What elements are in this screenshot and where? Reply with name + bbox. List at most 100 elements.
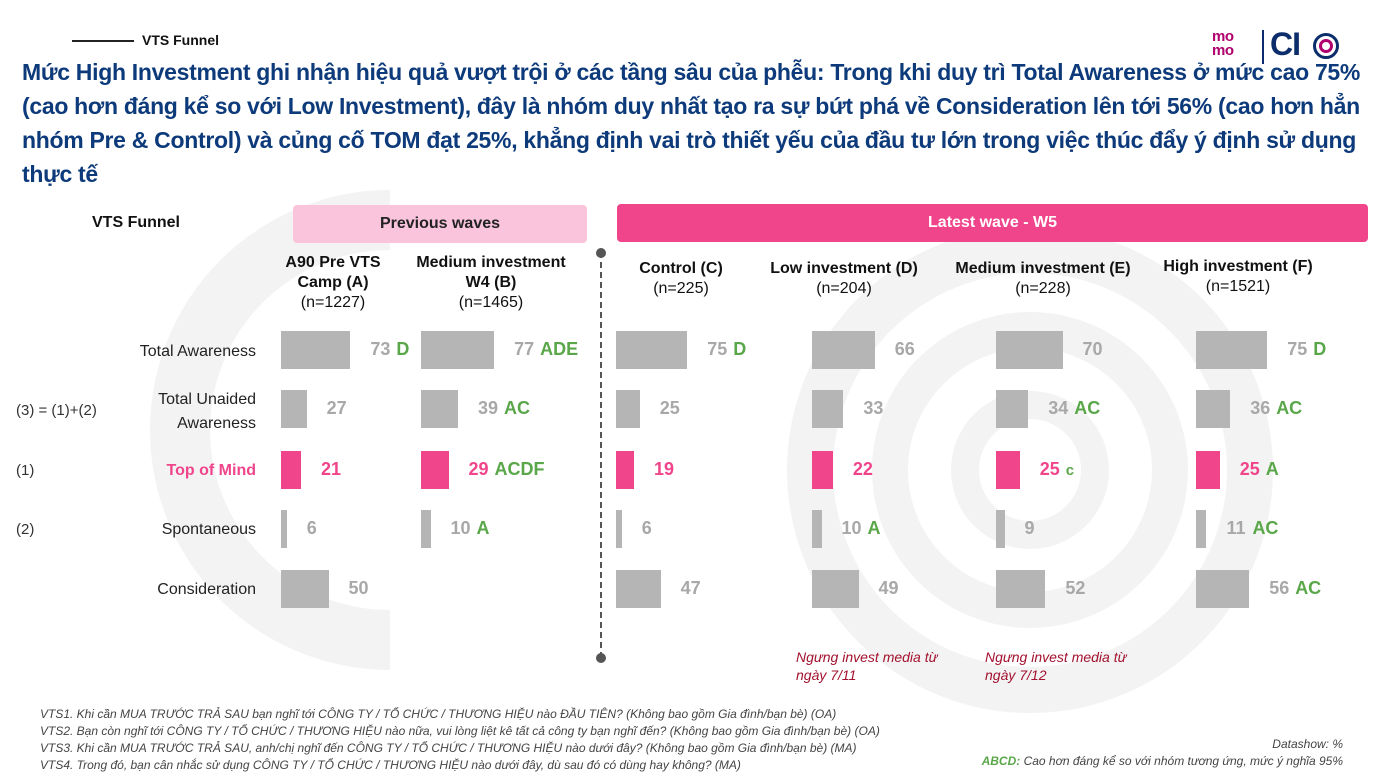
value-label-total-awareness-e: 70	[1082, 339, 1103, 359]
sig-label-consideration-f: AC	[1295, 578, 1322, 598]
sig-label-spontaneous-b: A	[476, 518, 490, 538]
sig-label-top-of-mind-b: ACDF	[494, 459, 545, 479]
row-label-top-of-mind: Top of Mind	[166, 462, 256, 479]
formula-spontaneous: (2)	[16, 521, 35, 538]
bar-total-awareness-b	[421, 331, 495, 369]
bar-spontaneous-f	[1196, 510, 1207, 548]
bar-top-of-mind-b	[421, 451, 449, 489]
bar-total-unaided-awareness-b	[421, 390, 459, 428]
bar-spontaneous-a	[281, 510, 287, 548]
value-label-top-of-mind-e: 25	[1039, 459, 1060, 479]
bar-total-awareness-f	[1196, 331, 1268, 369]
bar-total-unaided-awareness-a	[281, 390, 307, 428]
value-label-total-awareness-f: 75	[1287, 339, 1308, 359]
value-label-top-of-mind-b: 29	[468, 459, 489, 479]
column-header-f: High investment (F) (n=1521)	[1163, 258, 1313, 295]
footnote-vts2: VTS2. Bạn còn nghĩ tới CÔNG TY / TỔ CHỨC…	[40, 724, 880, 738]
bar-top-of-mind-d	[812, 451, 833, 489]
value-label-top-of-mind-f: 25	[1239, 459, 1260, 479]
bar-spontaneous-e	[996, 510, 1005, 548]
sig-label-top-of-mind-e: c	[1065, 462, 1075, 479]
sig-label-total-unaided-awareness-e: AC	[1074, 398, 1101, 418]
column-header-a: A90 Pre VTS Camp (A) (n=1227)	[285, 254, 381, 311]
headline: Mức High Investment ghi nhận hiệu quả vư…	[22, 59, 1361, 187]
row-label-consideration: Consideration	[157, 581, 256, 598]
ci-logo: CI	[1270, 26, 1301, 62]
datashow-note: Datashow: %	[1272, 737, 1343, 751]
momo-logo: mo mo	[1212, 28, 1234, 59]
formula-unaided: (3) = (1)+(2)	[16, 402, 97, 419]
value-label-top-of-mind-a: 21	[320, 459, 341, 479]
bar-top-of-mind-a	[281, 451, 301, 489]
value-label-total-awareness-c: 75	[707, 339, 728, 359]
value-label-top-of-mind-c: 19	[654, 459, 675, 479]
sig-label-total-awareness-f: D	[1313, 339, 1327, 359]
value-label-spontaneous-c: 6	[641, 518, 652, 538]
column-header-e: Medium investment (E) (n=228)	[955, 260, 1131, 297]
bar-total-awareness-e	[996, 331, 1063, 369]
bar-total-unaided-awareness-e	[996, 390, 1029, 428]
footnote-vts1: VTS1. Khi cần MUA TRƯỚC TRẢ SAU bạn nghĩ…	[40, 707, 837, 721]
section-label: VTS Funnel	[142, 32, 219, 48]
sig-label-top-of-mind-f: A	[1265, 459, 1279, 479]
sig-label-total-awareness-c: D	[733, 339, 747, 359]
value-label-total-unaided-awareness-d: 33	[863, 398, 884, 418]
value-label-top-of-mind-d: 22	[852, 459, 873, 479]
bar-total-awareness-c	[616, 331, 688, 369]
value-label-total-awareness-b: 77	[514, 339, 535, 359]
sig-label-total-unaided-awareness-b: AC	[504, 398, 531, 418]
funnel-header: VTS Funnel	[92, 214, 180, 231]
value-label-total-unaided-awareness-a: 27	[326, 398, 347, 418]
bar-consideration-c	[616, 570, 661, 608]
bar-top-of-mind-c	[616, 451, 635, 489]
formula-top-of-mind: (1)	[16, 462, 35, 479]
bar-total-unaided-awareness-c	[616, 390, 640, 428]
bar-total-unaided-awareness-d	[812, 390, 844, 428]
value-label-spontaneous-f: 11	[1226, 518, 1246, 538]
bar-spontaneous-b	[421, 510, 431, 548]
divider-dot-bottom	[596, 653, 606, 663]
band-latest-wave: Latest wave - W5	[617, 204, 1368, 242]
footnotes: VTS1. Khi cần MUA TRƯỚC TRẢ SAU bạn nghĩ…	[40, 706, 880, 774]
ci-ring-icon	[1313, 33, 1339, 59]
bar-consideration-a	[281, 570, 329, 608]
sig-label-total-unaided-awareness-f: AC	[1276, 398, 1303, 418]
value-label-spontaneous-a: 6	[306, 518, 317, 538]
value-label-total-unaided-awareness-f: 36	[1250, 398, 1271, 418]
bar-spontaneous-c	[616, 510, 622, 548]
bar-top-of-mind-e	[996, 451, 1020, 489]
value-label-consideration-e: 52	[1065, 578, 1086, 598]
footnote-vts4: VTS4. Trong đó, bạn cân nhắc sử dụng CÔN…	[40, 758, 741, 772]
column-header-d: Low investment (D) (n=204)	[770, 260, 918, 297]
row-label-spontaneous: Spontaneous	[161, 521, 256, 538]
value-label-consideration-d: 49	[878, 578, 899, 598]
note-medium-investment: Ngưng invest media từ ngày 7/12	[985, 649, 1127, 683]
footnote-legend: Datashow: % ABCD: Cao hơn đáng kể so với…	[982, 736, 1343, 770]
bar-total-unaided-awareness-f	[1196, 390, 1231, 428]
sig-label-total-awareness-a: D	[396, 339, 410, 359]
section-rule	[72, 40, 134, 42]
value-label-total-unaided-awareness-e: 34	[1048, 398, 1069, 418]
value-label-consideration-a: 50	[348, 578, 369, 598]
value-label-spontaneous-e: 9	[1024, 518, 1035, 538]
brand-logo: mo mo CI	[1212, 26, 1352, 68]
divider-dot-top	[596, 248, 606, 258]
sig-label-total-awareness-b: ADE	[540, 339, 579, 359]
bar-consideration-e	[996, 570, 1046, 608]
bar-consideration-f	[1196, 570, 1250, 608]
note-low-investment: Ngưng invest media từ ngày 7/11	[796, 649, 938, 683]
value-label-consideration-f: 56	[1269, 578, 1290, 598]
column-header-c: Control (C) (n=225)	[639, 260, 723, 297]
wave-divider	[600, 252, 602, 658]
bar-top-of-mind-f	[1196, 451, 1220, 489]
value-label-total-awareness-a: 73	[370, 339, 391, 359]
sig-label-spontaneous-f: AC	[1252, 518, 1279, 538]
column-header-b: Medium investment W4 (B) (n=1465)	[416, 254, 566, 311]
footnote-vts3: VTS3. Khi cần MUA TRƯỚC TRẢ SAU, anh/chị…	[40, 741, 857, 755]
row-label-total-awareness: Total Awareness	[139, 343, 256, 360]
band-previous-waves: Previous waves	[293, 205, 587, 243]
value-label-spontaneous-b: 10	[450, 518, 471, 538]
value-label-total-awareness-d: 66	[894, 339, 915, 359]
value-label-spontaneous-d: 10	[841, 518, 862, 538]
significance-note: ABCD: Cao hơn đáng kể so với nhóm tương …	[981, 754, 1343, 768]
